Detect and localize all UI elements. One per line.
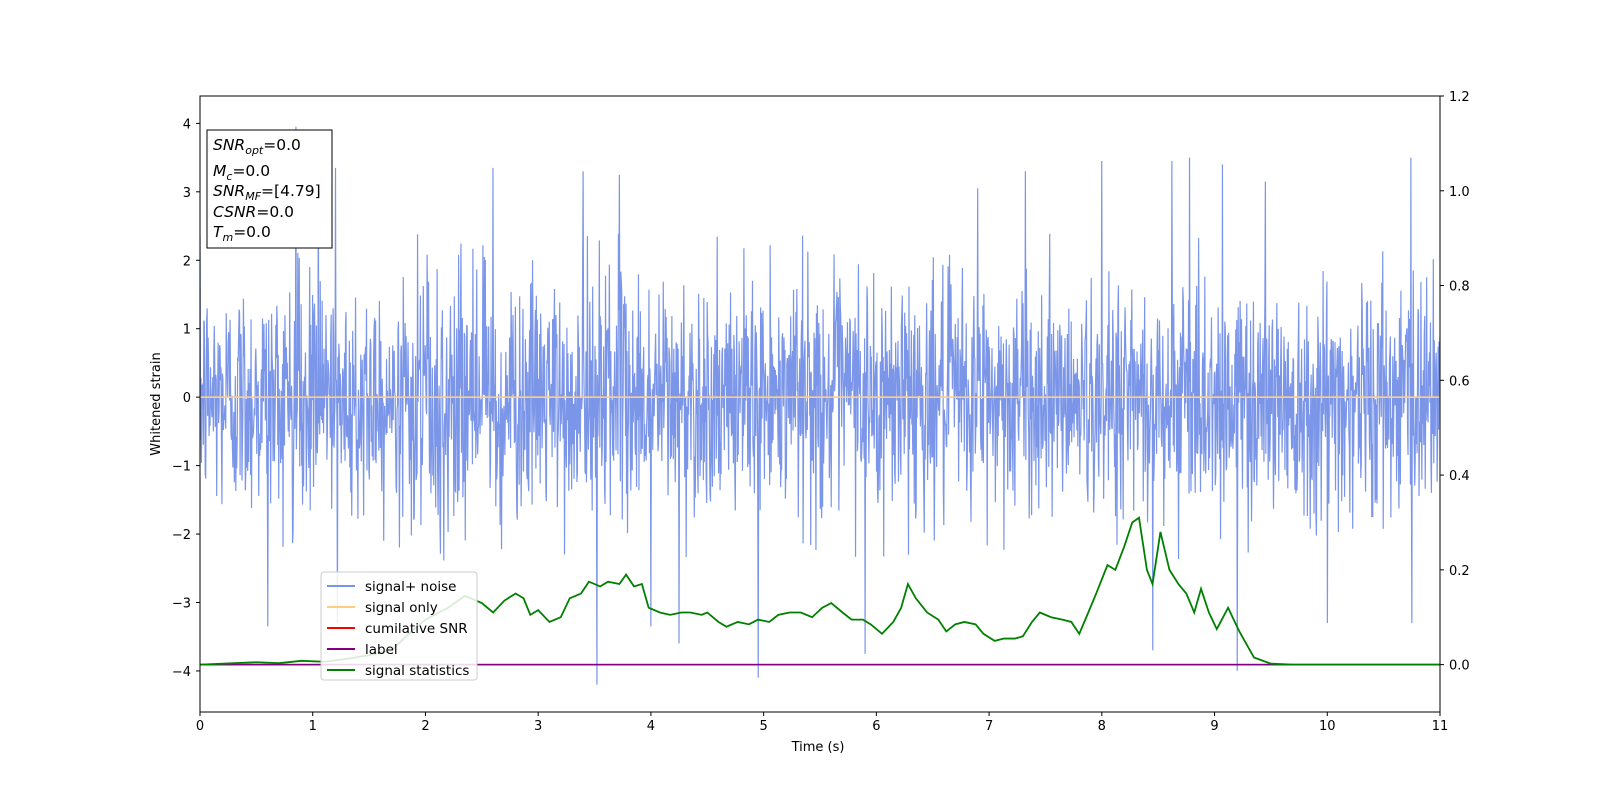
info-symbol: SNR [213,136,245,154]
y-tick-label: −4 [172,665,191,680]
info-subscript: opt [245,144,264,157]
info-symbol: SNR [213,182,245,200]
signal-noise-series [200,126,1440,685]
y2-tick-label: 1.0 [1449,185,1470,200]
legend: signal+ noise signal only cumilative SNR la… [320,571,478,681]
info-subscript: m [222,231,233,244]
x-tick-label: 0 [196,719,204,734]
info-line: CSNR=0.0 [213,203,294,221]
x-tick-label: 5 [759,719,767,734]
signal-noise-line [200,126,1440,685]
legend-label: signal+ noise [365,579,456,595]
info-value: =0.0 [233,223,271,241]
info-subscript: c [226,170,232,183]
x-tick-label: 8 [1098,719,1106,734]
x-tick-label: 10 [1319,719,1336,734]
x-tick-label: 6 [872,719,880,734]
x-tick-label: 9 [1210,719,1218,734]
info-value: =0.0 [232,162,270,180]
info-value: =0.0 [263,136,301,154]
y2-tick-label: 0.2 [1449,564,1470,579]
info-line: SNRopt=0.0 [213,136,301,157]
y-tick-label: 3 [183,186,191,201]
legend-frame [320,571,478,681]
legend-label: signal only [365,600,438,616]
x-axis: 0 1 2 3 4 5 6 7 8 9 10 11 [196,712,1448,734]
y2-tick-label: 0.6 [1449,374,1470,389]
info-symbol: T [213,223,224,241]
y-tick-label: −2 [172,528,191,543]
y-axis-label: Whitened strain [149,352,164,455]
x-tick-label: 1 [309,719,317,734]
y2-tick-label: 0.4 [1449,469,1470,484]
info-value: =0.0 [256,203,294,221]
info-line: Mc=0.0 [213,162,270,183]
info-box-frame [206,129,333,249]
x-tick-label: 11 [1432,719,1449,734]
x-tick-label: 2 [421,719,429,734]
info-value: =[4.79] [261,182,321,200]
x-axis-label: Time (s) [791,740,845,755]
info-symbol: M [213,162,226,180]
plot-frame [199,95,1441,713]
info-symbol: CSNR [213,203,256,221]
x-tick-label: 3 [534,719,542,734]
y-tick-label: −1 [172,460,191,475]
info-box: SNRopt=0.0Mc=0.0SNRMF=[4.79]CSNR=0.0Tm=0… [206,129,333,249]
x-tick-label: 4 [647,719,655,734]
series-line-4 [200,516,1440,666]
legend-label: label [365,642,398,658]
info-line: SNRMF=[4.79] [213,182,321,203]
y-axis-left: 4 3 2 1 0 −1 −2 −3 −4 [172,117,200,680]
y2-tick-label: 1.2 [1449,90,1470,105]
info-subscript: MF [245,190,261,203]
y-axis-right: 1.2 1.0 0.8 0.6 0.4 0.2 0.0 [1440,90,1470,674]
x-tick-label: 7 [985,719,993,734]
y-tick-label: −3 [172,596,191,611]
y-tick-label: 2 [183,254,191,269]
y-tick-label: 0 [183,391,191,406]
info-line: Tm=0.0 [213,223,271,244]
legend-label: cumilative SNR [365,621,468,637]
y-tick-label: 1 [183,323,191,338]
y-tick-label: 4 [183,117,191,132]
legend-label: signal statistics [365,663,469,679]
y2-tick-label: 0.0 [1449,659,1470,674]
y2-tick-label: 0.8 [1449,280,1470,295]
